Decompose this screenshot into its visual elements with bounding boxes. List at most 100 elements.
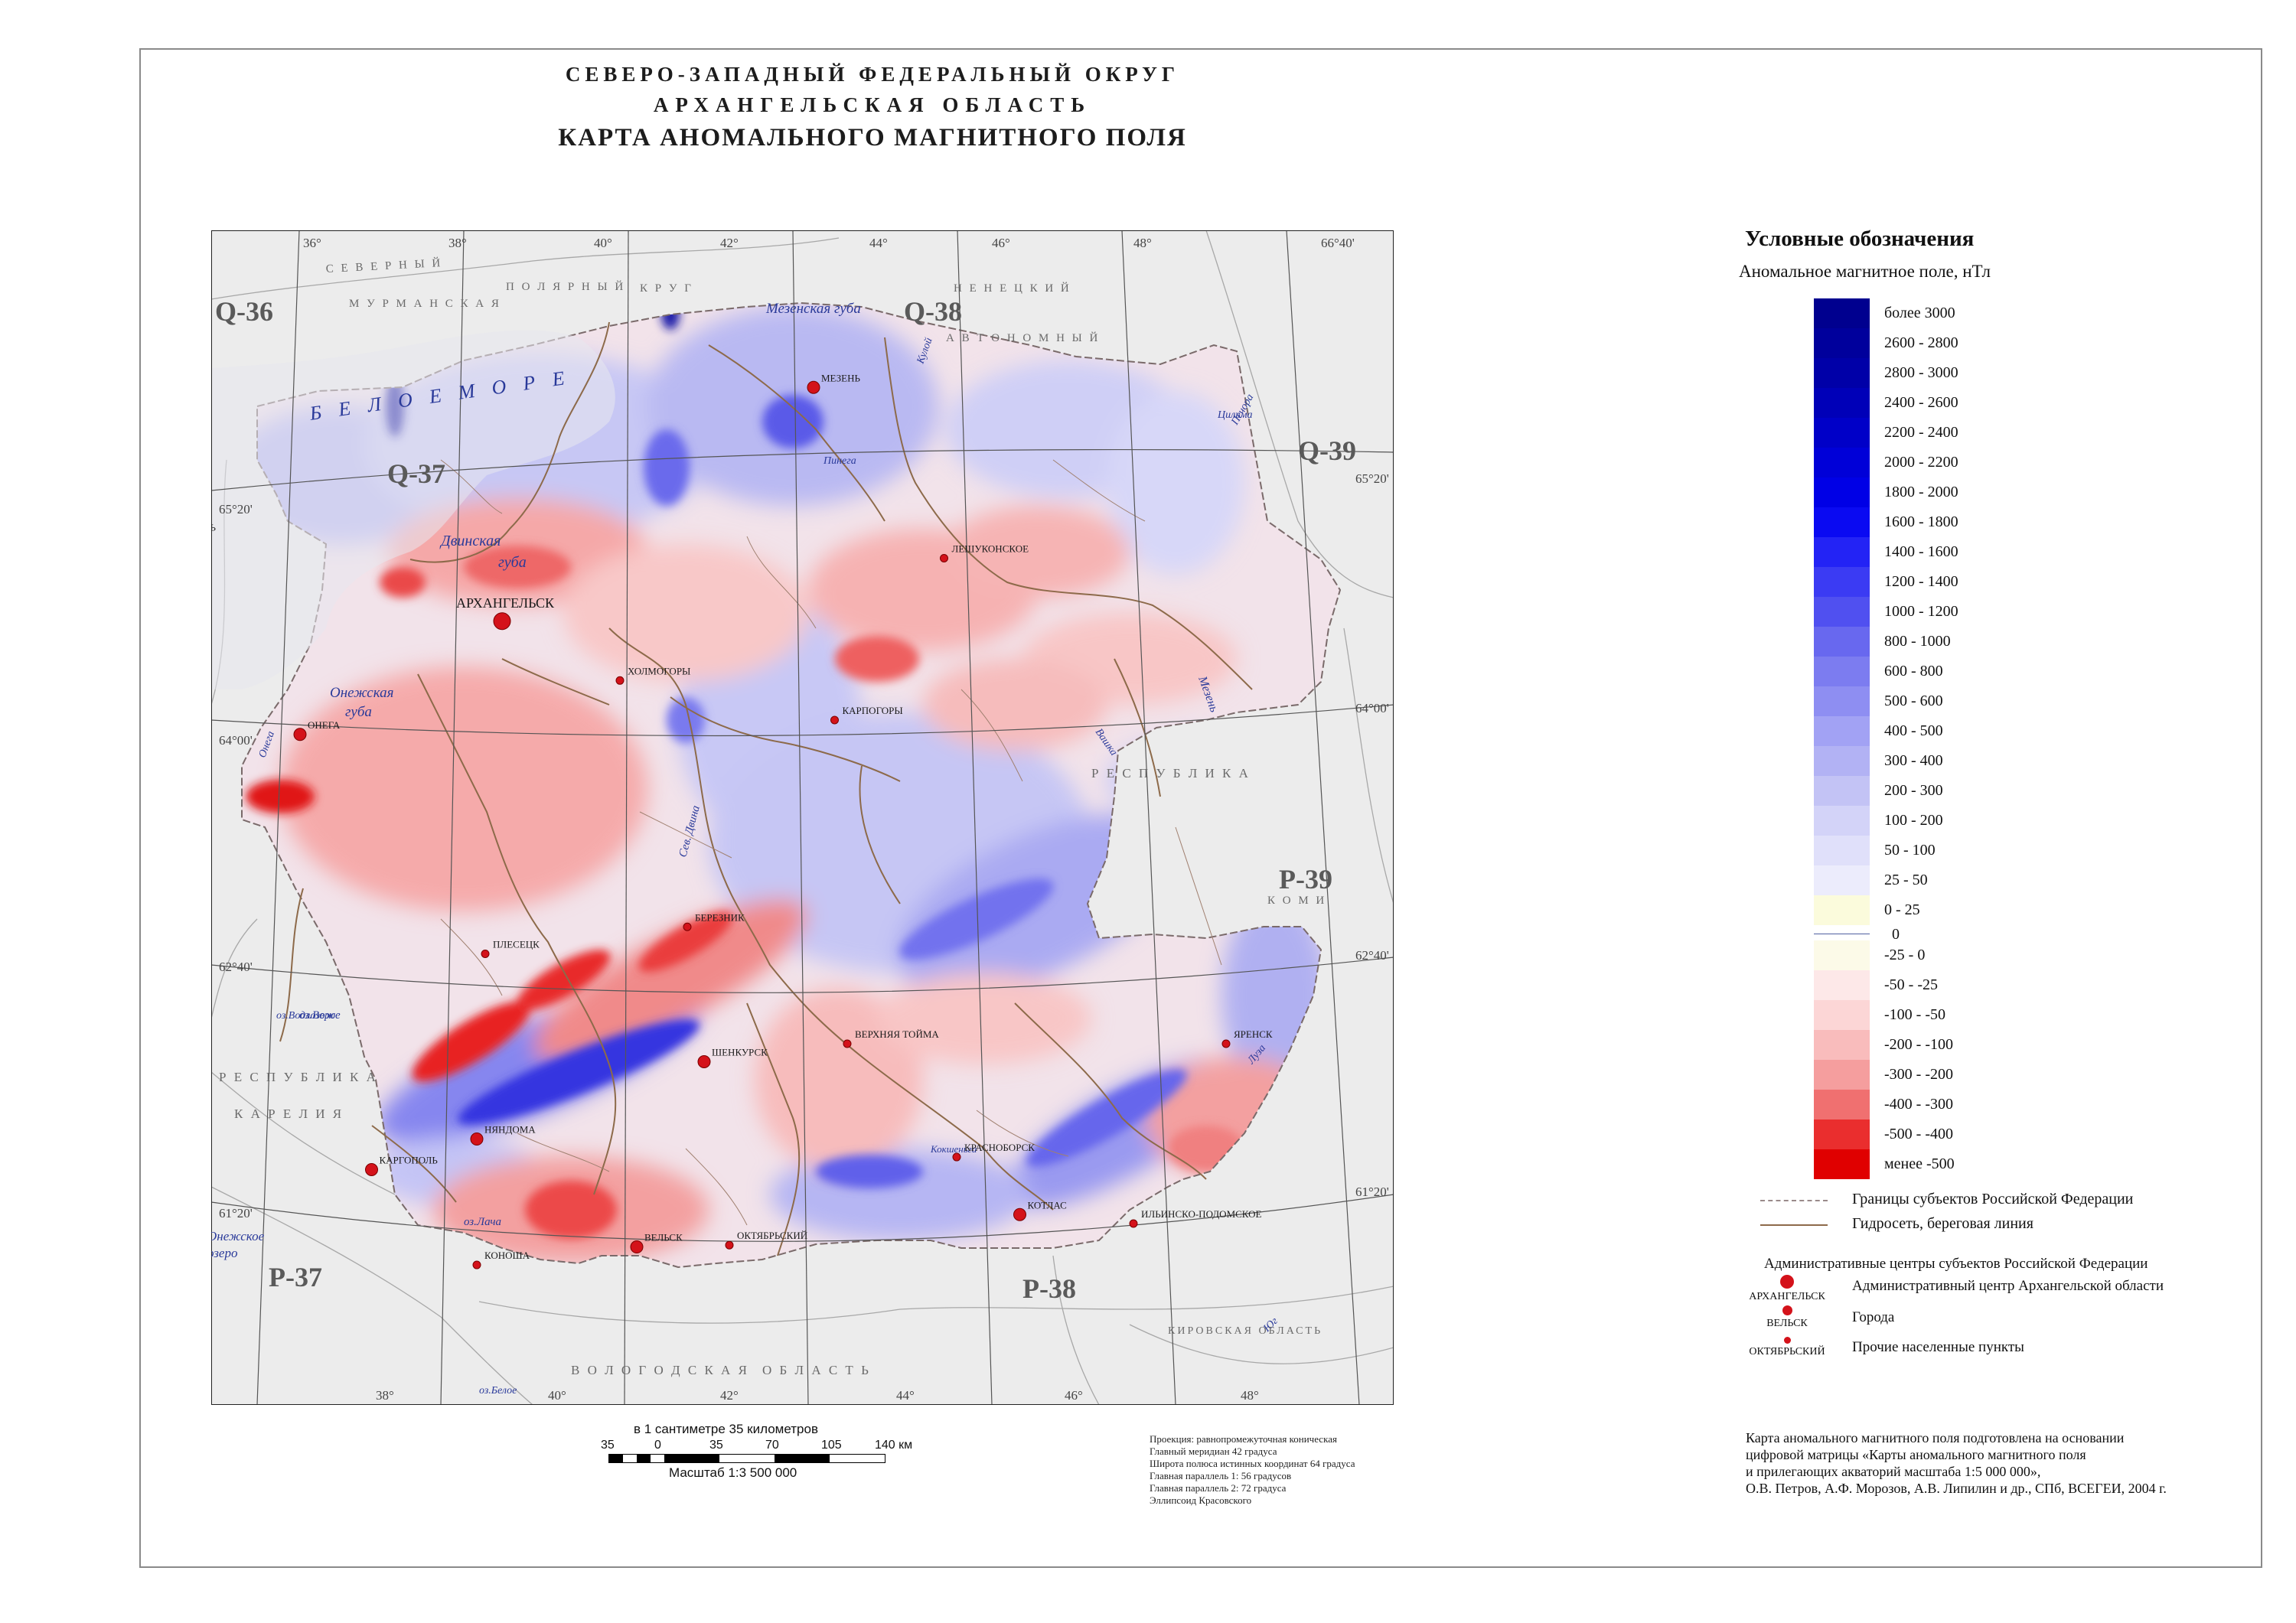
legend-swatch (1814, 1090, 1870, 1119)
symbol-city-label: Города (1852, 1309, 1895, 1325)
legend-swatch (1814, 567, 1870, 597)
region-boundary (241, 301, 1342, 1269)
legend-swatch (1814, 448, 1870, 477)
place-marker[interactable] (493, 612, 511, 631)
magnetic-anomaly-map[interactable]: Q-36 Q-37 Q-38 Q-39 P-37 P-38 P-39 36° 38° 40° 42°… (211, 230, 1394, 1405)
water-label: озеро (211, 1246, 237, 1260)
region-name-label: В О Л О Г О Д С К А Я (571, 1363, 749, 1377)
symbol-settlement: ОКТЯБРЬСКИЙ (1745, 1337, 1829, 1358)
scale-tick: 35 (601, 1439, 615, 1452)
water-label: Мезенская губа (765, 301, 861, 317)
place-marker[interactable] (807, 380, 820, 394)
longitude-label: 44° (869, 236, 888, 250)
place-marker[interactable] (365, 1163, 378, 1176)
legend-swatch (1814, 836, 1870, 865)
legend-swatch (1814, 388, 1870, 418)
place-marker[interactable] (952, 1152, 961, 1162)
hydro-network (279, 321, 1253, 1256)
place-marker[interactable] (697, 1055, 711, 1068)
legend-swatch (1814, 477, 1870, 507)
title-map: КАРТА АНОМАЛЬНОГО МАГНИТНОГО ПОЛЯ (558, 124, 1187, 152)
longitude-label: 46° (1065, 1388, 1083, 1403)
sheet-code: Q-38 (904, 296, 962, 327)
legend-swatch (1814, 895, 1870, 925)
legend-class-label: 200 - 300 (1884, 782, 1943, 799)
place-marker[interactable] (940, 554, 948, 562)
legend-swatch (1814, 597, 1870, 627)
white-sea (211, 330, 615, 689)
place-marker[interactable] (630, 1240, 644, 1254)
place-marker[interactable] (1129, 1219, 1138, 1228)
place-marker[interactable] (470, 1133, 484, 1146)
water-label: Онежская (330, 685, 394, 701)
symbol-city: ВЕЛЬСК (1745, 1305, 1829, 1330)
latitude-label: 64°00' (219, 733, 253, 748)
water-label: Пинега (823, 455, 856, 467)
longitude-label: 46° (992, 236, 1010, 250)
water-label: Онежское (211, 1229, 265, 1243)
place-label: ЯРЕНСК (1234, 1028, 1273, 1040)
place-marker[interactable] (725, 1240, 734, 1250)
graticule (211, 230, 1394, 1405)
region-name-label: Р Е С П У Б Л И К А (219, 1070, 378, 1084)
region-name-label: К Р У Г (640, 282, 693, 295)
water-label: губа (345, 704, 372, 720)
latitude-label: 65°20' (1355, 471, 1389, 486)
place-marker[interactable] (293, 728, 307, 741)
hydro-line-swatch (1760, 1224, 1828, 1226)
legend-swatch (1814, 1149, 1870, 1179)
legend-class-label: 100 - 200 (1884, 812, 1943, 829)
place-label: ПЛЕСЕЦК (493, 939, 540, 950)
longitude-label: 48° (1241, 1388, 1259, 1403)
place-marker[interactable] (615, 676, 625, 685)
title-region: АРХАНГЕЛЬСКАЯ ОБЛАСТЬ (653, 93, 1092, 116)
legend-class-label: 50 - 100 (1884, 842, 1936, 859)
legend-swatch (1814, 328, 1870, 358)
legend-swatch (1814, 865, 1870, 895)
longitude-label: 38° (448, 236, 467, 250)
legend-class-label: -50 - -25 (1884, 976, 1938, 993)
legend-class-label: 2200 - 2400 (1884, 424, 1958, 441)
legend-swatch (1814, 627, 1870, 657)
place-label: ЛЕШУКОНСКОЕ (952, 543, 1029, 555)
legend-swatch (1814, 970, 1870, 1000)
water-label: Двинская (439, 533, 501, 549)
place-marker[interactable] (830, 715, 839, 725)
place-marker[interactable] (1221, 1039, 1231, 1048)
legend-class-label: -300 - -200 (1884, 1066, 1953, 1083)
latitude-label: 62°40' (1355, 948, 1389, 963)
place-marker[interactable] (683, 922, 692, 931)
sheet-code: Q-39 (1298, 435, 1356, 466)
legend-swatch (1814, 1030, 1870, 1060)
longitude-label: 44° (896, 1388, 915, 1403)
legend-class-label: 1000 - 1200 (1884, 603, 1958, 620)
legend-swatch (1814, 776, 1870, 806)
place-label: ШЕНКУРСК (712, 1047, 768, 1058)
water-label: Кокшеньга (930, 1143, 977, 1155)
legend-swatch (1814, 657, 1870, 686)
place-marker[interactable] (472, 1260, 481, 1269)
longitude-label: 66°40' (1321, 236, 1355, 250)
source-note: Карта аномального магнитного поля подгот… (1746, 1430, 2167, 1496)
city-dot (1782, 1305, 1792, 1315)
place-label: БЕРЕЗНИК (695, 911, 745, 923)
latitude-label: 65°20' (219, 502, 253, 517)
latitude-label: 61°20' (219, 1206, 253, 1221)
scale-segment (637, 1455, 651, 1462)
place-marker[interactable] (481, 950, 490, 958)
place-label: ХОЛМОГОРЫ (628, 665, 690, 676)
place-label: КОТЛАС (1028, 1199, 1067, 1211)
longitude-label: 36° (303, 236, 321, 250)
longitude-label: 48° (1133, 236, 1152, 250)
legend-class-label: -100 - -50 (1884, 1006, 1945, 1023)
place-marker[interactable] (843, 1039, 852, 1048)
place-label: КАРГОПОЛЬ (380, 1155, 439, 1166)
scale-tick: 35 (709, 1439, 723, 1452)
symbol-admin-label: Административный центр Архангельской обл… (1852, 1278, 2164, 1294)
place-label: КРАСНОБОРСК (964, 1142, 1035, 1153)
legend-class-label: 2600 - 2800 (1884, 334, 1958, 351)
water-label: губа (498, 554, 527, 571)
sheet-code: Q-37 (387, 458, 445, 489)
region-name-label: К А Р Е Л И Я (234, 1106, 344, 1121)
place-marker[interactable] (1013, 1207, 1026, 1221)
